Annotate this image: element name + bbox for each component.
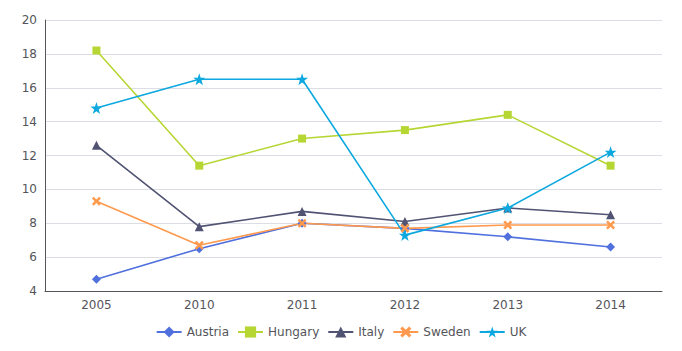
svg-text:16: 16 <box>22 81 37 95</box>
svg-text:14: 14 <box>22 115 37 129</box>
svg-text:8: 8 <box>29 216 37 230</box>
svg-text:2012: 2012 <box>390 298 421 312</box>
svg-text:4: 4 <box>29 284 37 298</box>
svg-text:2010: 2010 <box>184 298 215 312</box>
svg-text:2011: 2011 <box>287 298 318 312</box>
svg-text:20: 20 <box>22 13 37 27</box>
svg-text:Italy: Italy <box>358 325 384 339</box>
svg-text:Austria: Austria <box>187 325 229 339</box>
svg-text:2013: 2013 <box>492 298 523 312</box>
svg-text:10: 10 <box>22 182 37 196</box>
svg-text:2005: 2005 <box>81 298 112 312</box>
svg-text:6: 6 <box>29 250 37 264</box>
svg-text:Sweden: Sweden <box>423 325 470 339</box>
svg-text:12: 12 <box>22 149 37 163</box>
svg-text:18: 18 <box>22 47 37 61</box>
svg-text:Hungary: Hungary <box>268 325 319 339</box>
svg-text:UK: UK <box>510 325 528 339</box>
svg-text:2014: 2014 <box>595 298 626 312</box>
